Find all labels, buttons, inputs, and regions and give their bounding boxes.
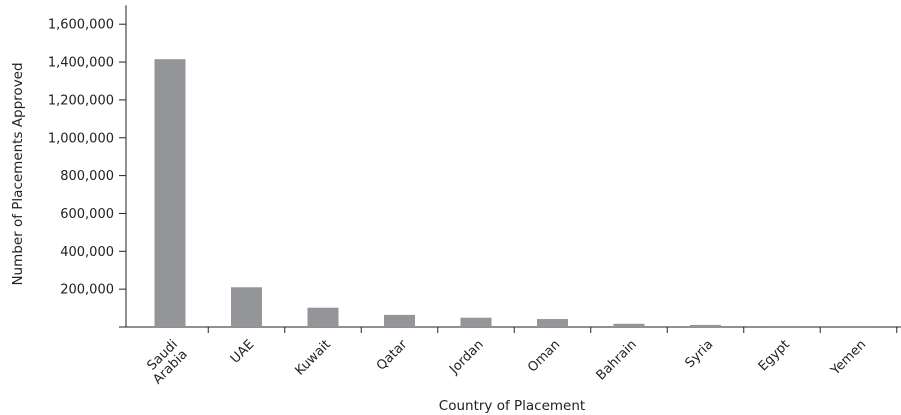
y-tick-label: 200,000 (60, 283, 114, 298)
y-axis-title: Number of Placements Approved (10, 62, 26, 285)
y-tick-label: 1,600,000 (48, 18, 114, 33)
bar (307, 307, 339, 327)
x-tick-label: Yemen (828, 337, 870, 379)
y-tick-label: 800,000 (60, 169, 114, 184)
x-axis: SaudiArabia UAE Kuwait Qatar Jordan Oman Bahra… (119, 326, 901, 387)
bar (843, 326, 874, 327)
bar (384, 314, 415, 327)
y-tick-label: 400,000 (60, 245, 114, 260)
x-tick-label: Jordan (446, 337, 487, 378)
bar (460, 317, 492, 327)
bar (154, 59, 186, 328)
x-axis-title: Country of Placement (439, 398, 585, 414)
bar (690, 324, 721, 327)
bar (766, 326, 798, 327)
x-tick-label: Syria (682, 337, 716, 371)
x-tick-label: Qatar (374, 337, 411, 374)
x-tick-label: UAE (228, 337, 257, 366)
x-tick-label: Egypt (756, 337, 793, 374)
y-tick-label: 600,000 (60, 207, 114, 222)
x-tick-label: Oman (525, 337, 563, 375)
y-tick-label: 1,000,000 (48, 131, 114, 146)
x-tick-label: Kuwait (293, 337, 334, 378)
bars (154, 59, 874, 328)
x-tick-label: Bahrain (594, 337, 640, 383)
x-tick-label: SaudiArabia (140, 337, 190, 387)
bar (231, 287, 262, 327)
y-tick-label: 1,400,000 (48, 56, 114, 71)
y-tick-label: 1,200,000 (48, 93, 114, 108)
bar (537, 319, 568, 327)
y-axis: 200,000 400,000 600,000 800,000 1,000,000 1,2… (48, 5, 127, 327)
bar (613, 323, 645, 327)
